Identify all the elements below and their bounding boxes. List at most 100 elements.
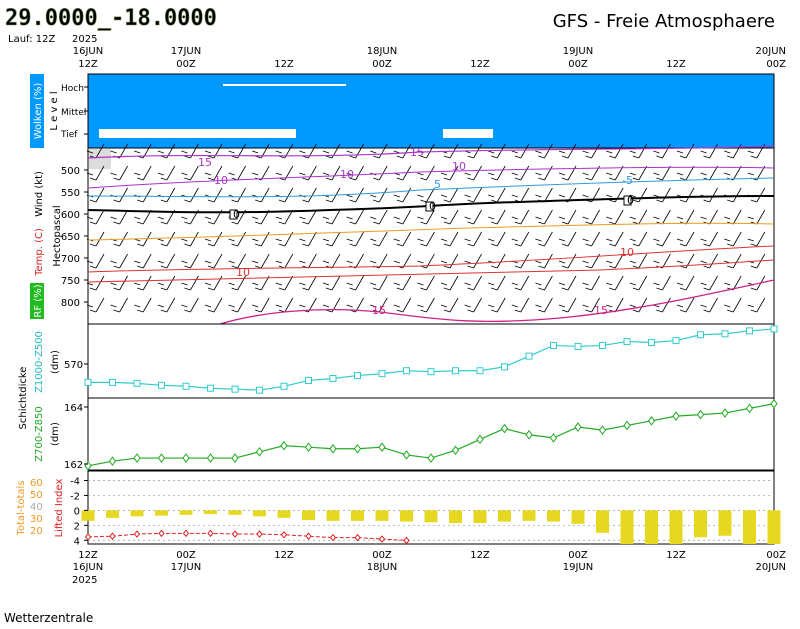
wind-barb (700, 143, 718, 159)
data-point (133, 379, 141, 387)
data-point (133, 453, 141, 463)
wind-barb (370, 143, 388, 159)
pressure-tick-label: 550 (61, 188, 80, 199)
wind-barb (134, 253, 152, 269)
lifted-index-bar (81, 510, 95, 521)
wind-barb (464, 165, 482, 181)
top-hour-label: 12Z (666, 59, 686, 70)
data-point (648, 339, 655, 347)
data-point (721, 330, 729, 338)
cloud-panel: Wolken (%) L e v e l Hoch Mittel Tief (30, 73, 775, 149)
wind-barb (629, 253, 648, 269)
wind-barb (582, 209, 600, 225)
wind-barb (417, 165, 435, 181)
contour-label: 5 (434, 178, 441, 191)
wind-barb (511, 231, 530, 247)
wind-barb (440, 275, 459, 291)
model-title: GFS - Freie Atmosphaere (553, 11, 775, 32)
wind-barb (511, 165, 530, 181)
data-point (672, 337, 680, 345)
wind-barb (228, 231, 246, 247)
wind-barb (511, 297, 530, 313)
bottom-day-label: 18JUN (367, 562, 397, 573)
wind-barb (488, 275, 506, 291)
wind-barb (157, 231, 176, 247)
wind-barb (488, 165, 506, 181)
wind-barb (464, 231, 482, 247)
wind-barb (86, 209, 105, 225)
wind-barb (157, 165, 176, 181)
total-totals-tick: 50 (30, 490, 43, 501)
wind-barb (582, 275, 600, 291)
wind-barb (440, 231, 459, 247)
wind-label: Wind (kt) (34, 171, 45, 217)
wind-barb (181, 231, 199, 247)
data-point (305, 376, 312, 384)
wind-barb (252, 297, 270, 313)
rh-label-bg (30, 283, 44, 319)
cloud-axis-label: Wolken (%) (33, 83, 44, 140)
wind-barb (606, 165, 624, 181)
data-point (549, 433, 558, 443)
total-totals-tick: 40 (30, 502, 43, 513)
data-point (182, 453, 190, 463)
total-totals-point (109, 532, 116, 540)
data-point (598, 425, 607, 435)
wind-barb (700, 231, 718, 247)
lifted-index-bar (596, 510, 609, 533)
wind-barb (181, 253, 199, 269)
data-point (182, 382, 190, 390)
bottom-hour-label: 12Z (666, 550, 686, 561)
lifted-index-bar (767, 510, 781, 544)
data-point (158, 381, 165, 389)
data-point (745, 403, 754, 414)
lifted-index-tick: 0 (74, 506, 80, 517)
thickness-850-label: Z700-Z850 (34, 406, 45, 461)
indices-frame (87, 470, 775, 545)
data-point (623, 420, 631, 431)
lifted-index-bars (81, 510, 781, 544)
top-hour-label: 00Z (372, 59, 392, 70)
bottom-day-label: 16JUN (73, 562, 103, 573)
lifted-index-bar (547, 510, 560, 522)
lifted-index-bar (130, 510, 144, 517)
wind-barb (582, 143, 600, 159)
total-totals-point (329, 533, 337, 542)
wind-barb (724, 143, 742, 159)
wind-barb (464, 253, 482, 269)
pressure-tick-label: 750 (61, 276, 80, 287)
wind-barb (346, 275, 364, 291)
cloud-level-low: Tief (60, 130, 78, 140)
total-totals-point (158, 529, 165, 538)
lifted-index-bar (718, 510, 732, 536)
data-point (280, 382, 288, 390)
temp-contour-minus5 (87, 177, 775, 198)
pressure-axis: 500 550 600 650 700 750 800 (61, 166, 88, 309)
wind-barb (417, 297, 435, 313)
wind-barb (181, 165, 199, 181)
pressure-tick-label: 700 (61, 254, 80, 265)
data-point (354, 372, 361, 380)
total-totals-tick: 30 (30, 514, 43, 525)
data-point (402, 450, 411, 460)
wind-barb (299, 275, 317, 291)
lifted-index-label: Lifted Index (54, 479, 65, 538)
wind-barb (181, 275, 199, 291)
total-totals-point (280, 530, 288, 539)
thickness-500-frame (87, 323, 775, 399)
wind-barb (370, 275, 388, 291)
wind-barb (676, 275, 695, 291)
wind-barb (582, 297, 600, 313)
top-hour-label: 00Z (568, 59, 588, 70)
total-totals-point (403, 536, 410, 545)
total-totals-point (231, 530, 239, 538)
wind-barb (558, 209, 577, 225)
contour-label: 0 (429, 200, 436, 213)
data-point (304, 442, 313, 453)
data-point (623, 338, 631, 346)
thickness-850-tick-162: 162 (64, 460, 83, 471)
lifted-index-tick: 4 (74, 536, 80, 547)
wind-barb (110, 165, 128, 181)
